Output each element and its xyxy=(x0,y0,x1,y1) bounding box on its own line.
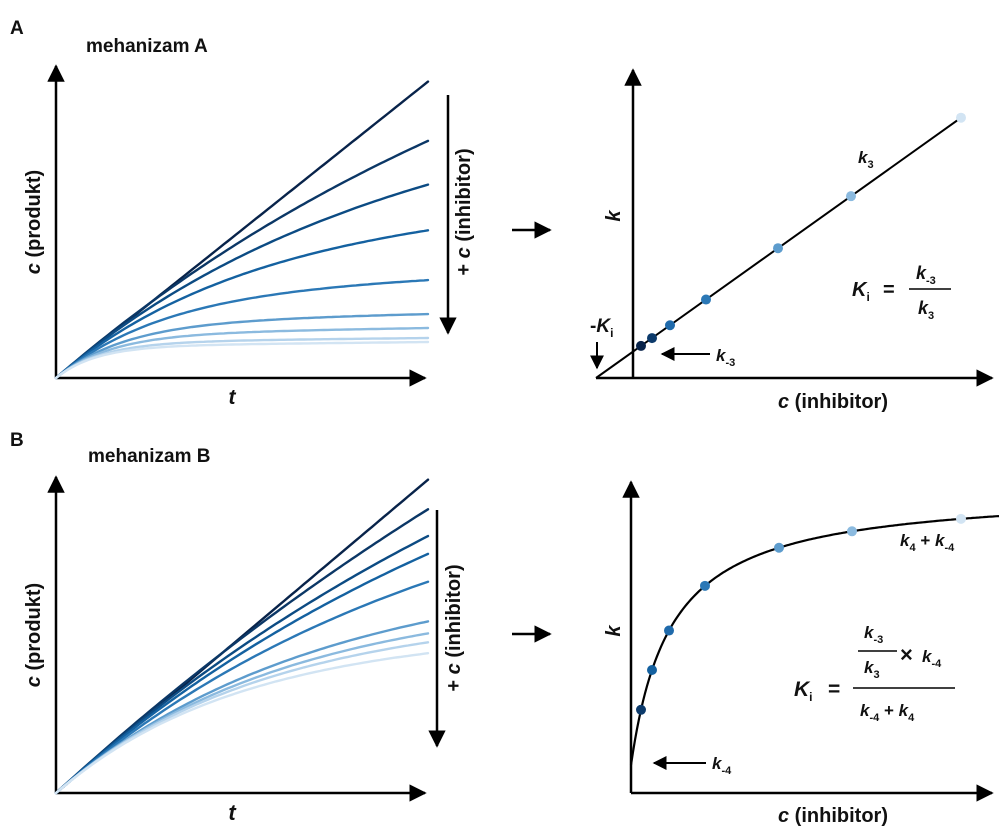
k-data-point xyxy=(664,625,674,636)
product-curve xyxy=(54,139,430,380)
minus-ki-label: -Ki xyxy=(590,316,613,340)
panel-a-right-plot: k c (inhibitor) k3 k-3 -Ki Ki = k-3 k3 xyxy=(590,68,994,413)
k-data-point xyxy=(701,294,711,305)
product-curve xyxy=(54,312,430,380)
k-data-point xyxy=(847,526,857,537)
y-axis-label: c (produkt) xyxy=(23,170,45,274)
x-axis-label: t xyxy=(228,800,237,825)
k-data-points xyxy=(636,112,966,351)
times-k: k-4 xyxy=(922,647,942,670)
panel-a-left-plot: c (produkt) t + c (inhibitor) xyxy=(23,64,475,409)
inhibitor-axis-label: c (inhibitor) xyxy=(778,805,888,827)
panel-b-right-plot: k c (inhibitor) k4 + k-4 k-4 Ki = k-3 k3… xyxy=(603,480,1000,827)
product-curve xyxy=(54,278,430,380)
product-curves xyxy=(54,478,430,795)
k-data-point xyxy=(636,704,646,715)
panel-a-letter: A xyxy=(10,18,24,39)
product-curve xyxy=(54,183,430,380)
panel-a: A mehanizam A c (produkt) t + c (inhibit… xyxy=(10,18,994,413)
inner-denominator: k3 xyxy=(864,658,880,681)
svg-text:=: = xyxy=(828,678,840,701)
saturation-fit-curve xyxy=(629,515,1000,766)
k-data-point xyxy=(956,513,966,524)
k-axis-label: k xyxy=(603,210,625,222)
panel-b-left-plot: c (produkt) t + c (inhibitor) xyxy=(23,475,465,825)
k-data-point xyxy=(665,320,675,331)
k-data-point xyxy=(700,580,710,591)
k-data-point xyxy=(774,542,784,553)
product-curve xyxy=(54,336,430,380)
inhibitor-arrow-label: + c (inhibitor) xyxy=(443,564,465,691)
inhibitor-axis-label: c (inhibitor) xyxy=(778,391,888,413)
k-data-points xyxy=(636,513,966,715)
product-curve xyxy=(54,641,430,795)
ki-numerator: k-3 xyxy=(916,263,936,287)
k-data-point xyxy=(636,340,646,351)
inhibitor-arrow-label: + c (inhibitor) xyxy=(453,148,475,275)
k-axis-label: k xyxy=(603,625,625,637)
product-curve xyxy=(54,340,430,380)
ki-equation: Ki = k-3 k3 × k-4 k-4 + k4 xyxy=(794,623,955,724)
panel-a-title: mehanizam A xyxy=(86,36,208,57)
k-data-point xyxy=(956,112,966,123)
svg-text:Ki: Ki xyxy=(852,279,870,304)
product-curve xyxy=(54,229,430,380)
k-data-point xyxy=(773,243,783,254)
panel-b-letter: B xyxy=(10,430,24,451)
y-axis-label: c (produkt) xyxy=(23,583,45,687)
plateau-label: k4 + k-4 xyxy=(900,531,955,554)
product-curve xyxy=(54,326,430,380)
svg-text:Ki: Ki xyxy=(794,678,813,704)
panel-b: B mehanizam B c (produkt) t + c (inhibit… xyxy=(10,430,1000,827)
intercept-label: k-4 xyxy=(712,754,732,777)
product-curve xyxy=(54,652,430,795)
intercept-label: k-3 xyxy=(716,346,735,369)
product-curve xyxy=(54,580,430,795)
k-data-point xyxy=(846,191,856,202)
x-axis-label: t xyxy=(229,386,237,409)
svg-text:=: = xyxy=(883,279,895,301)
ki-denominator: k3 xyxy=(918,298,934,322)
panel-b-title: mehanizam B xyxy=(88,446,210,467)
product-curve xyxy=(54,632,430,795)
slope-label: k3 xyxy=(858,148,874,171)
ki-equation: Ki = k-3 k3 xyxy=(852,263,951,322)
k-data-point xyxy=(647,333,657,344)
product-curves xyxy=(54,80,430,380)
times-sign: × xyxy=(900,642,913,667)
main-denominator: k-4 + k4 xyxy=(860,701,915,724)
inner-numerator: k-3 xyxy=(864,623,883,646)
product-curve xyxy=(54,552,430,795)
k-data-point xyxy=(647,664,657,675)
